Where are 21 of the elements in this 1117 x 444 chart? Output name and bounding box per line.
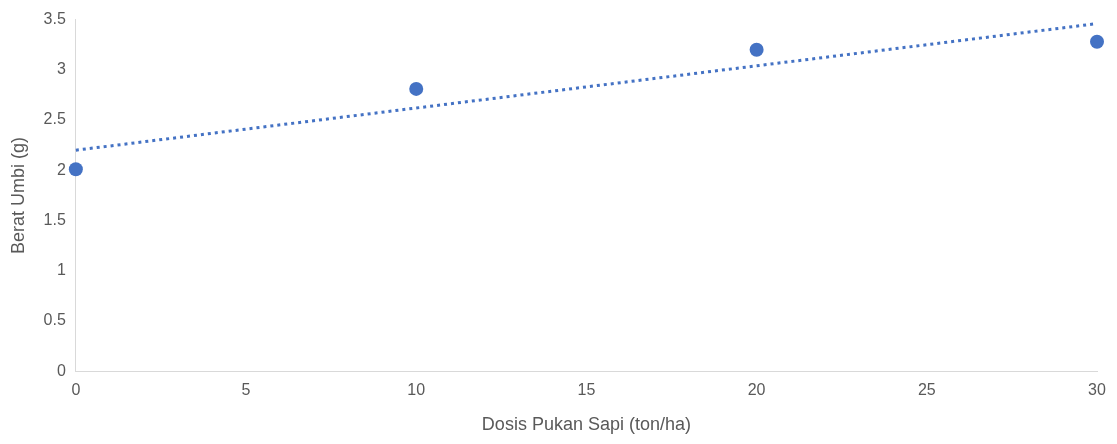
y-tick-label: 2 bbox=[56, 160, 66, 178]
y-tick-label: 1.5 bbox=[43, 210, 66, 228]
point bbox=[409, 81, 424, 96]
y-tick-label: 0.5 bbox=[43, 311, 66, 329]
y-tick-label: 3 bbox=[56, 60, 66, 78]
point bbox=[68, 162, 83, 177]
x-axis-title: Dosis Pukan Sapi (ton/ha) bbox=[481, 414, 691, 435]
x-tick-label: 15 bbox=[577, 381, 596, 399]
x-tick-label: 10 bbox=[407, 381, 426, 399]
x-tick-label: 0 bbox=[71, 381, 81, 399]
point bbox=[749, 42, 764, 57]
x-tick-label: 25 bbox=[917, 381, 936, 399]
y-tick-label: 3.5 bbox=[43, 10, 66, 28]
x-tick-label: 20 bbox=[747, 381, 766, 399]
x-tick-label: 5 bbox=[241, 381, 251, 399]
y-axis-title: Berat Umbi (g) bbox=[7, 136, 28, 254]
y-tick-label: 2.5 bbox=[43, 110, 66, 128]
x-tick-label: 30 bbox=[1088, 381, 1106, 399]
y-tick-label: 1 bbox=[56, 261, 66, 279]
y-tick-label: 0 bbox=[56, 361, 66, 379]
point bbox=[1090, 34, 1104, 49]
